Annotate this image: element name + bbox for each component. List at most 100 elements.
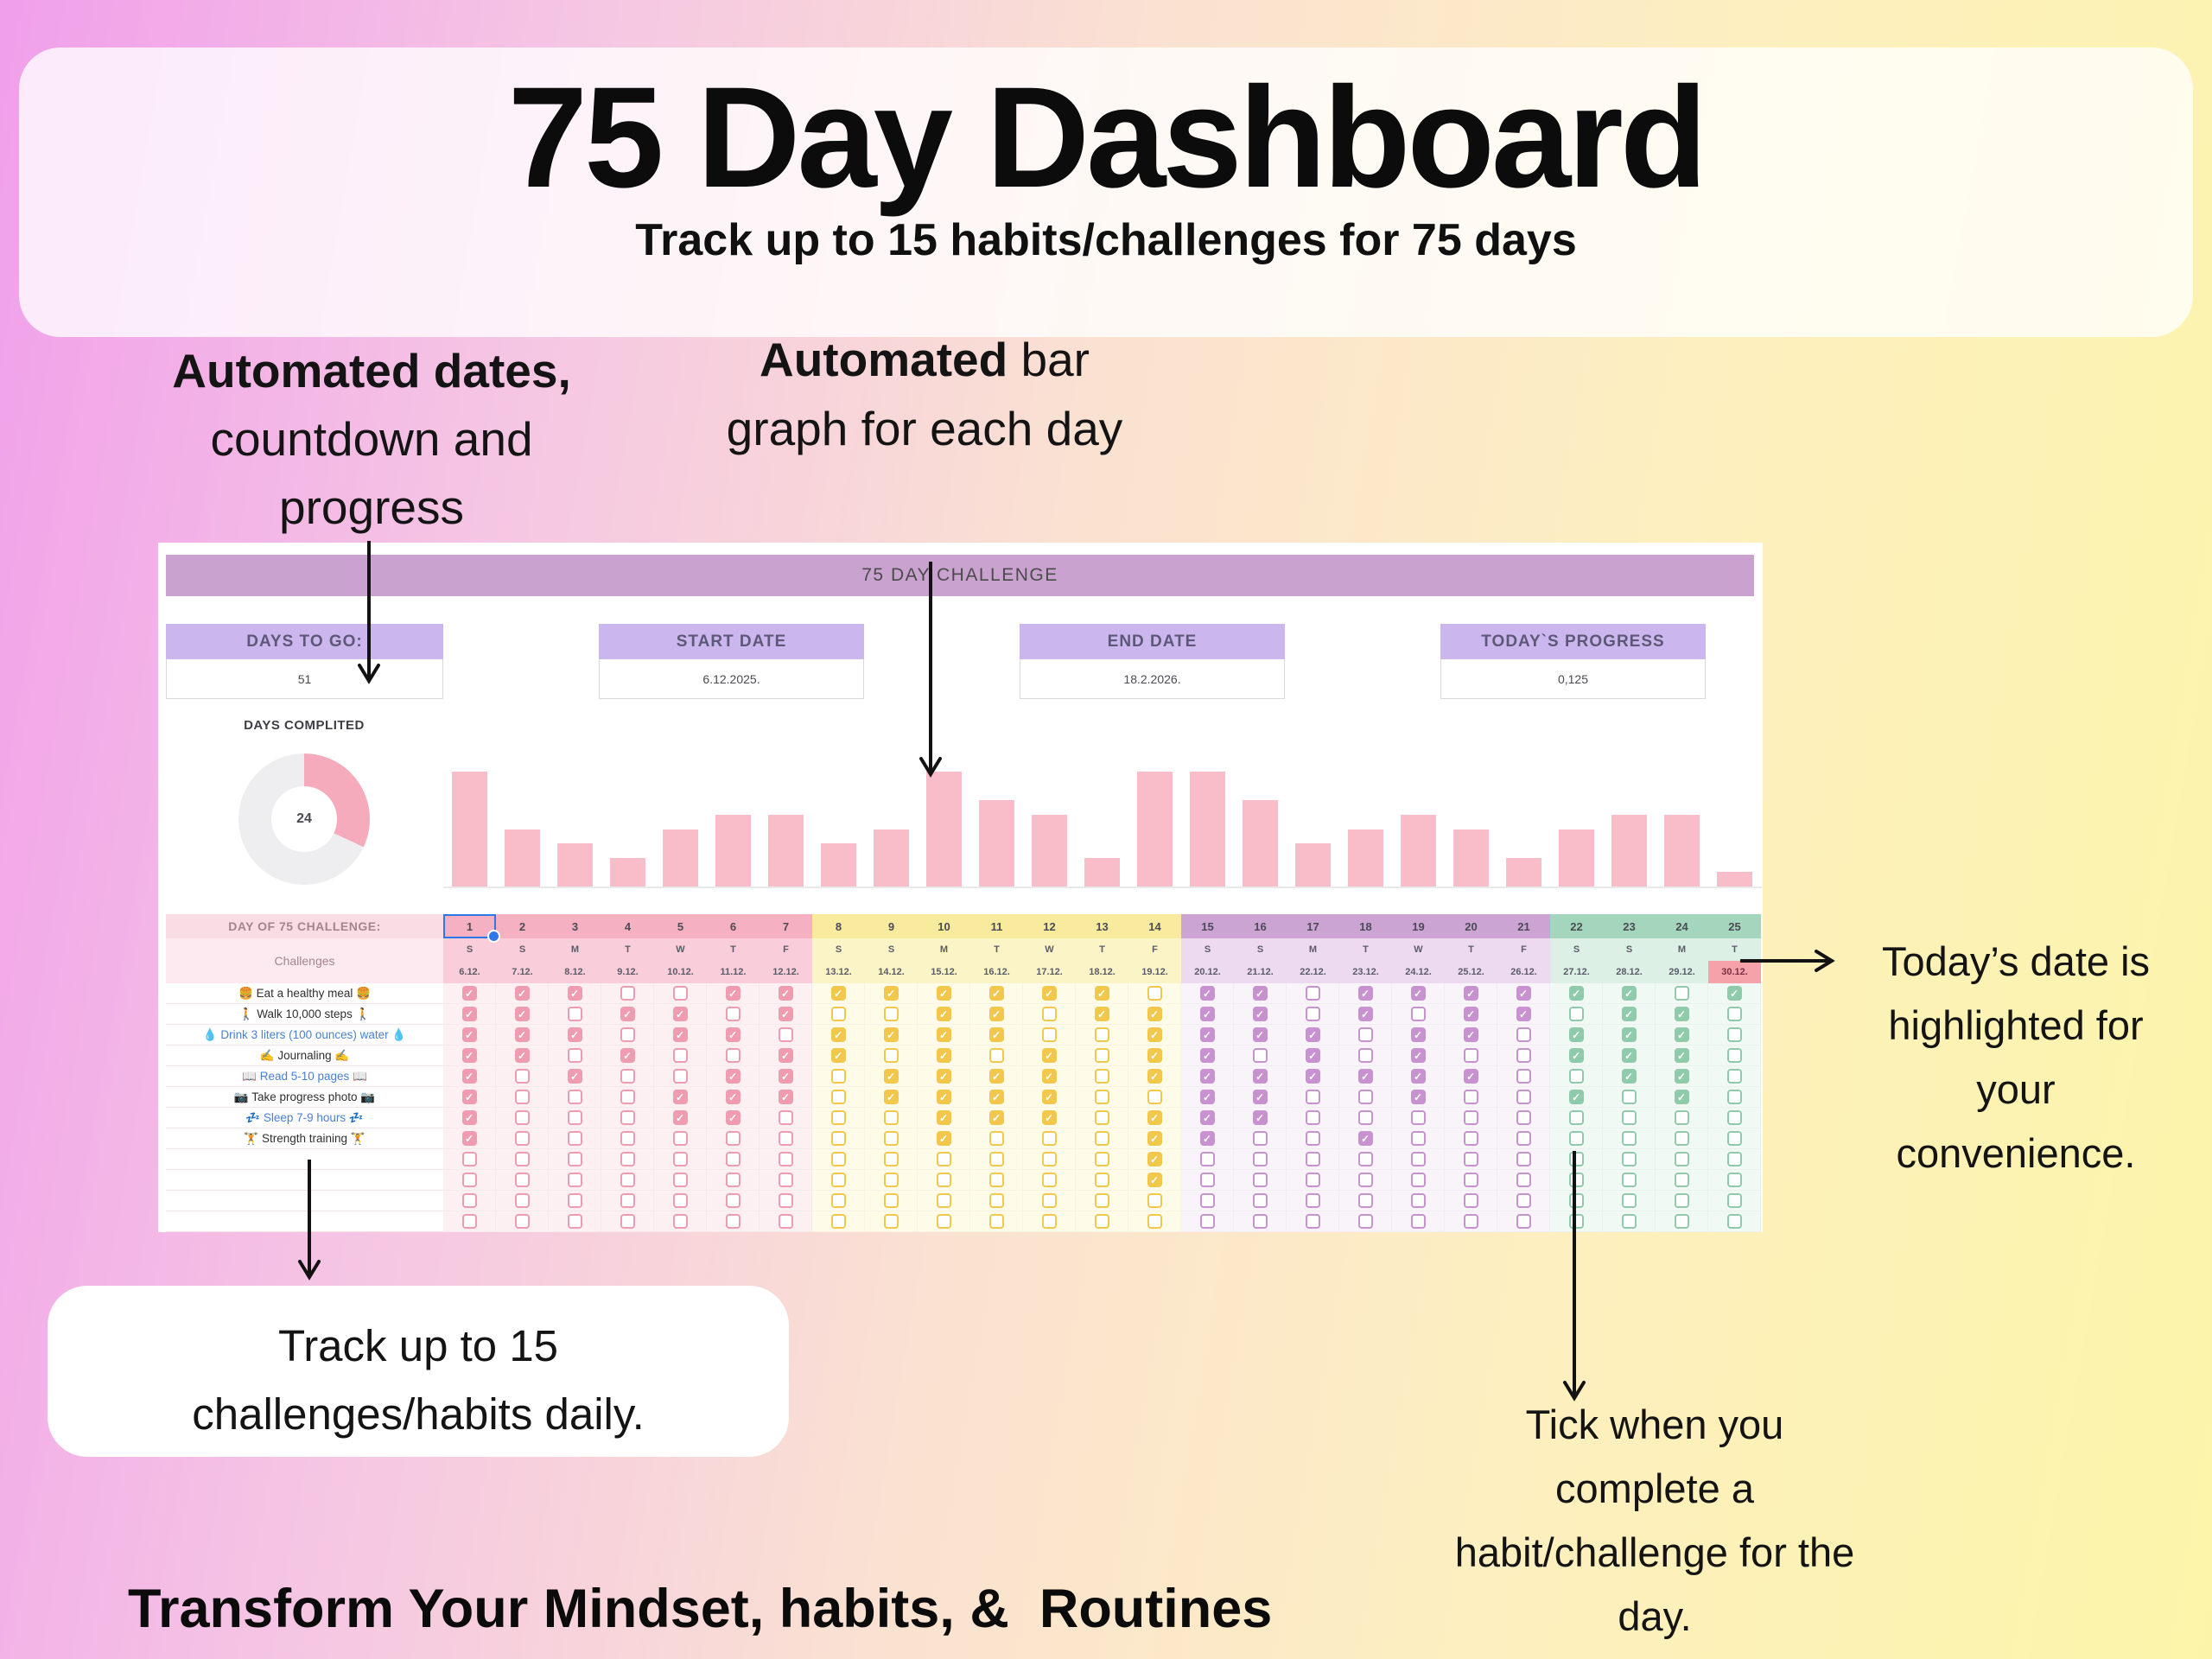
day-number-cell-6[interactable]: 6	[707, 914, 760, 938]
checkbox-checked[interactable]: ✓	[1357, 1069, 1373, 1084]
checkbox-unchecked[interactable]	[1410, 1131, 1426, 1146]
day-number-cell-17[interactable]: 17	[1287, 914, 1339, 938]
checkbox-unchecked[interactable]	[1147, 1193, 1162, 1208]
checkbox-unchecked[interactable]	[567, 1214, 582, 1229]
checkbox-unchecked[interactable]	[620, 1173, 635, 1187]
checkbox-checked[interactable]: ✓	[1147, 1069, 1162, 1084]
checkbox-checked[interactable]: ✓	[1199, 1090, 1215, 1104]
habit-label-1[interactable]: 🍔 Eat a healthy meal 🍔	[166, 983, 443, 1004]
checkbox-checked[interactable]: ✓	[1041, 1048, 1057, 1063]
checkbox-checked[interactable]: ✓	[1199, 986, 1215, 1001]
checkbox-unchecked[interactable]	[1357, 1027, 1373, 1042]
checkbox-checked[interactable]: ✓	[1463, 986, 1478, 1001]
checkbox-unchecked[interactable]	[1357, 1214, 1373, 1229]
checkbox-unchecked[interactable]	[567, 1007, 582, 1021]
checkbox-unchecked[interactable]	[620, 1110, 635, 1125]
checkbox-unchecked[interactable]	[883, 1214, 899, 1229]
checkbox-unchecked[interactable]	[1674, 1214, 1689, 1229]
date-cell-25-today[interactable]: 30.12.	[1708, 961, 1761, 983]
checkbox-checked[interactable]: ✓	[1357, 1131, 1373, 1146]
checkbox-checked[interactable]: ✓	[1621, 1027, 1637, 1042]
checkbox-unchecked[interactable]	[1094, 1131, 1109, 1146]
checkbox-checked[interactable]: ✓	[672, 1090, 688, 1104]
checkbox-unchecked[interactable]	[620, 1069, 635, 1084]
weekday-cell-18[interactable]: T	[1339, 938, 1392, 961]
checkbox-unchecked[interactable]	[1463, 1152, 1478, 1166]
checkbox-checked[interactable]: ✓	[1674, 1069, 1689, 1084]
weekday-cell-10[interactable]: M	[918, 938, 970, 961]
date-cell-24[interactable]: 29.12.	[1656, 961, 1708, 983]
checkbox-unchecked[interactable]	[1621, 1131, 1637, 1146]
day-number-cell-13[interactable]: 13	[1076, 914, 1128, 938]
card-value[interactable]: 51	[166, 659, 443, 699]
checkbox-unchecked[interactable]	[514, 1152, 530, 1166]
checkbox-checked[interactable]: ✓	[1147, 1007, 1162, 1021]
checkbox-checked[interactable]: ✓	[1410, 1069, 1426, 1084]
checkbox-checked[interactable]: ✓	[461, 1110, 477, 1125]
checkbox-checked[interactable]: ✓	[1357, 1007, 1373, 1021]
habit-label-empty[interactable]	[166, 1191, 443, 1211]
checkbox-unchecked[interactable]	[1568, 1007, 1584, 1021]
checkbox-checked[interactable]: ✓	[1621, 1069, 1637, 1084]
checkbox-unchecked[interactable]	[988, 1131, 1004, 1146]
day-row-label[interactable]: DAY OF 75 CHALLENGE:	[166, 914, 443, 938]
checkbox-unchecked[interactable]	[1516, 1173, 1531, 1187]
checkbox-unchecked[interactable]	[988, 1214, 1004, 1229]
checkbox-checked[interactable]: ✓	[620, 1007, 635, 1021]
checkbox-checked[interactable]: ✓	[1305, 1027, 1320, 1042]
checkbox-unchecked[interactable]	[725, 1193, 741, 1208]
checkbox-unchecked[interactable]	[1726, 1131, 1742, 1146]
checkbox-unchecked[interactable]	[672, 1048, 688, 1063]
checkbox-unchecked[interactable]	[1305, 1131, 1320, 1146]
checkbox-checked[interactable]: ✓	[1252, 1090, 1268, 1104]
weekday-cell-3[interactable]: M	[549, 938, 601, 961]
checkbox-checked[interactable]: ✓	[1094, 1007, 1109, 1021]
checkbox-unchecked[interactable]	[778, 1173, 793, 1187]
habit-label-empty[interactable]	[166, 1149, 443, 1170]
checkbox-unchecked[interactable]	[672, 1214, 688, 1229]
habit-label-3[interactable]: 💧 Drink 3 liters (100 ounces) water 💧	[166, 1025, 443, 1046]
checkbox-checked[interactable]: ✓	[1621, 1048, 1637, 1063]
checkbox-unchecked[interactable]	[514, 1193, 530, 1208]
checkbox-checked[interactable]: ✓	[725, 1090, 741, 1104]
checkbox-checked[interactable]: ✓	[620, 1048, 635, 1063]
checkbox-checked[interactable]: ✓	[1568, 1027, 1584, 1042]
day-number-cell-18[interactable]: 18	[1339, 914, 1392, 938]
weekday-cell-24[interactable]: M	[1656, 938, 1708, 961]
checkbox-checked[interactable]: ✓	[1516, 1007, 1531, 1021]
checkbox-checked[interactable]: ✓	[672, 1110, 688, 1125]
checkbox-unchecked[interactable]	[1726, 1007, 1742, 1021]
checkbox-checked[interactable]: ✓	[1726, 986, 1742, 1001]
weekday-cell-25[interactable]: T	[1708, 938, 1761, 961]
checkbox-checked[interactable]: ✓	[1463, 1007, 1478, 1021]
checkbox-unchecked[interactable]	[461, 1193, 477, 1208]
checkbox-checked[interactable]: ✓	[567, 986, 582, 1001]
checkbox-checked[interactable]: ✓	[1147, 1152, 1162, 1166]
checkbox-unchecked[interactable]	[1726, 1027, 1742, 1042]
checkbox-unchecked[interactable]	[1568, 1131, 1584, 1146]
checkbox-unchecked[interactable]	[514, 1110, 530, 1125]
checkbox-unchecked[interactable]	[1410, 1173, 1426, 1187]
weekday-cell-22[interactable]: S	[1550, 938, 1603, 961]
checkbox-unchecked[interactable]	[883, 1110, 899, 1125]
checkbox-unchecked[interactable]	[1305, 1007, 1320, 1021]
date-cell-23[interactable]: 28.12.	[1603, 961, 1656, 983]
checkbox-checked[interactable]: ✓	[1674, 1007, 1689, 1021]
checkbox-checked[interactable]: ✓	[830, 1048, 846, 1063]
date-cell-10[interactable]: 15.12.	[918, 961, 970, 983]
checkbox-unchecked[interactable]	[1305, 1173, 1320, 1187]
checkbox-unchecked[interactable]	[1410, 1110, 1426, 1125]
checkbox-unchecked[interactable]	[1463, 1110, 1478, 1125]
checkbox-checked[interactable]: ✓	[725, 1069, 741, 1084]
day-number-cell-7[interactable]: 7	[760, 914, 812, 938]
checkbox-unchecked[interactable]	[725, 1007, 741, 1021]
weekday-cell-4[interactable]: T	[601, 938, 654, 961]
weekday-cell-7[interactable]: F	[760, 938, 812, 961]
checkbox-unchecked[interactable]	[1621, 1214, 1637, 1229]
checkbox-unchecked[interactable]	[1357, 1110, 1373, 1125]
checkbox-unchecked[interactable]	[1252, 1173, 1268, 1187]
checkbox-unchecked[interactable]	[830, 1110, 846, 1125]
checkbox-checked[interactable]: ✓	[567, 1069, 582, 1084]
checkbox-unchecked[interactable]	[672, 1193, 688, 1208]
checkbox-checked[interactable]: ✓	[936, 1110, 951, 1125]
